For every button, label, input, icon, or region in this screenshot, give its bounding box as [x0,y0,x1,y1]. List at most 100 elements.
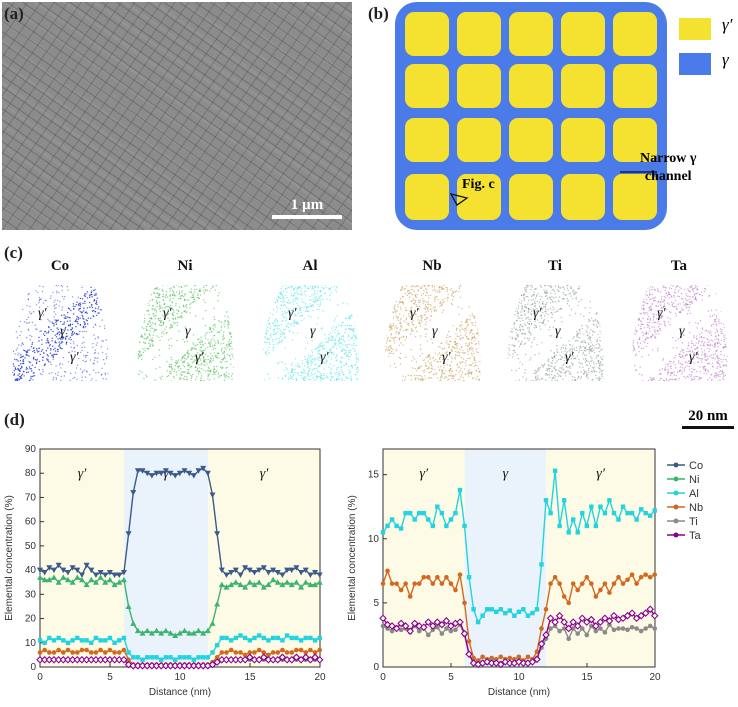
data-point-ni [153,627,160,634]
data-point-al [521,607,526,612]
data-point-ni [172,632,179,639]
data-point-ti [579,626,585,631]
data-point-co [88,567,95,574]
data-point-al [112,640,117,645]
gamma-prime-label: γ′ [195,350,205,365]
data-point-al [417,510,422,516]
data-point-nb [439,581,445,586]
schematic-diagram [395,2,711,230]
data-point-nb [242,652,248,658]
data-point-al [214,643,220,648]
data-point-nb [430,581,436,586]
data-point-ni [120,576,127,583]
data-point-ta [241,655,249,664]
data-point-ni [190,630,197,636]
data-point-ni [316,579,323,585]
data-point-ni [50,574,57,580]
y-tick-label: 10 [25,638,37,649]
gamma-prime-label: γ′ [565,350,575,365]
data-point-ta [546,614,555,623]
data-point-ti [643,626,648,631]
data-point-ni [102,579,109,585]
data-point-ti [620,626,626,631]
data-point-ta [583,618,591,626]
gamma-label: γ [60,324,66,339]
data-point-ta [246,653,254,662]
data-point-nb [121,647,127,653]
data-point-al [457,487,463,493]
element-label: Ta [670,258,688,274]
data-point-ta [255,655,263,664]
data-point-ta [533,655,541,664]
data-point-nb [607,590,612,595]
data-point-ni [312,581,319,588]
data-point-ti [652,626,658,631]
data-point-co [130,490,137,496]
data-point-al [242,635,248,641]
data-point-al [380,530,386,535]
data-point-ti [589,623,594,629]
data-point-nb [298,647,304,653]
data-point-nb [126,657,131,663]
x-tick-label: 15 [244,672,256,683]
data-point-al [182,655,187,660]
data-point-co [74,567,81,574]
y-axis-label: Elemental concentration (%) [347,495,358,621]
phase-region [40,449,124,667]
y-tick-label: 15 [368,470,380,481]
data-point-nb [228,647,234,653]
data-point-ti [416,628,422,634]
data-point-co [260,565,267,571]
data-point-al [247,638,252,643]
data-point-ta [429,622,437,630]
data-point-nb [98,647,103,653]
gamma-prime-label: γ′ [657,306,667,321]
data-point-ti [634,626,639,631]
data-point-ta [259,653,268,662]
narrow-channel-line1: Narrow γ [640,151,697,166]
data-point-nb [425,574,431,580]
data-point-al [561,498,567,503]
x-tick-label: 0 [37,672,43,683]
data-point-ni [223,584,230,590]
phase-region [464,449,547,667]
data-point-ta [564,624,573,633]
gamma-prime-cube [457,174,501,220]
y-tick-label: 80 [25,468,37,479]
apt-reconstruction: γ′ γ γ′ [12,285,109,381]
data-point-ta [306,655,315,664]
data-point-al [475,619,481,625]
data-point-nb [70,650,75,655]
gamma-prime-cube [457,12,501,56]
data-point-al [121,635,127,641]
data-point-co [284,567,291,574]
data-point-nb [317,647,323,653]
gamma-prime-cube [509,118,553,162]
data-point-nb [539,626,544,631]
data-point-ta [628,609,636,617]
apt-reconstruction: γ′ γ γ′ [384,285,481,381]
y-tick-label: 20 [25,614,37,625]
data-point-co [195,468,202,474]
gamma-prime-label: γ′ [442,350,452,365]
data-point-nb [638,574,644,580]
data-point-ta [273,655,282,664]
data-point-ni [78,576,85,583]
data-point-al [303,635,308,641]
data-point-nb [616,574,621,580]
data-point-ti [598,626,603,631]
data-point-co [307,572,314,578]
apt-reconstruction: γ′ γ γ′ [137,285,234,381]
gamma-prime-cube [561,64,605,108]
data-point-al [177,655,183,660]
data-point-ni [116,579,123,585]
data-point-nb [303,650,309,655]
data-point-co [46,565,53,571]
data-point-ta [213,658,221,666]
gamma-prime-precipitates [405,12,657,220]
data-point-ta [646,605,654,614]
data-point-nb [561,594,567,599]
x-tick-label: 20 [649,672,661,683]
data-point-al [462,523,467,529]
data-point-ni [260,584,267,590]
